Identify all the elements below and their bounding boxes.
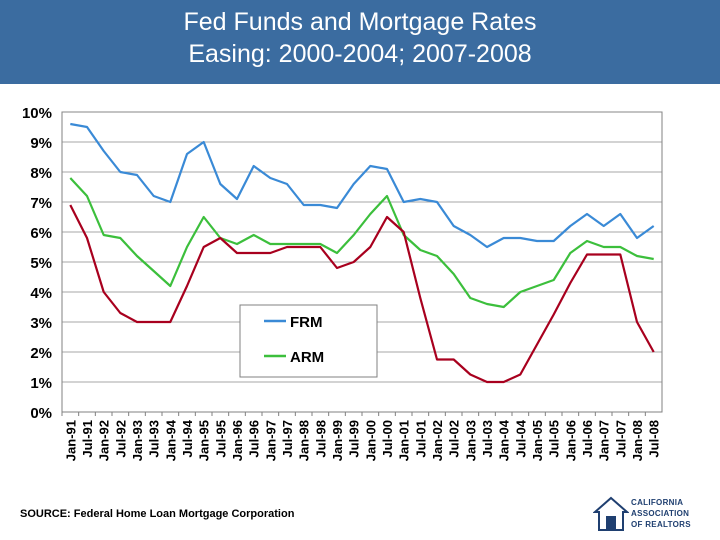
y-tick-label: 2%: [30, 345, 52, 362]
y-tick-label: 3%: [30, 315, 52, 332]
x-tick-label: Jan-92: [97, 420, 112, 461]
x-tick-label: Jul-05: [547, 420, 562, 458]
title-bar: Fed Funds and Mortgage Rates Easing: 200…: [0, 0, 720, 84]
x-tick-label: Jan-08: [630, 420, 645, 461]
x-tick-label: Jan-91: [63, 420, 78, 461]
y-tick-label: 4%: [30, 285, 52, 302]
x-tick-label: Jan-98: [297, 420, 312, 461]
x-tick-label: Jan-99: [330, 420, 345, 461]
x-tick-label: Jul-07: [613, 420, 628, 458]
logo-line3: OF REALTORS: [631, 520, 691, 529]
x-tick-label: Jan-97: [263, 420, 278, 461]
y-tick-label: 7%: [30, 195, 52, 212]
y-tick-label: 0%: [30, 405, 52, 422]
x-tick-label: Jan-05: [530, 420, 545, 461]
x-tick-label: Jul-98: [313, 420, 328, 458]
legend-label-frm: FRM: [290, 314, 323, 331]
legend-label-arm: ARM: [290, 349, 324, 366]
logo-line1: CALIFORNIA: [631, 498, 684, 507]
x-tick-label: Jan-07: [597, 420, 612, 461]
x-tick-label: Jan-06: [563, 420, 578, 461]
y-tick-label: 1%: [30, 375, 52, 392]
x-tick-label: Jul-04: [513, 419, 528, 457]
chart-title-line1: Fed Funds and Mortgage Rates: [183, 8, 537, 36]
x-tick-label: Jul-97: [280, 420, 295, 458]
x-tick-label: Jan-04: [497, 419, 512, 461]
x-tick-label: Jan-03: [463, 420, 478, 461]
y-tick-label: 6%: [30, 225, 52, 242]
x-tick-label: Jul-02: [447, 420, 462, 458]
series-line-arm: [69, 177, 654, 309]
x-tick-label: Jul-06: [580, 420, 595, 458]
x-tick-label: Jan-02: [430, 420, 445, 461]
legend-box: [239, 304, 378, 378]
x-tick-label: Jul-95: [213, 420, 228, 458]
x-tick-label: Jul-99: [347, 420, 362, 458]
series-line-fed-funds: [69, 204, 655, 384]
x-tick-label: Jan-01: [397, 420, 412, 461]
x-tick-label: Jan-95: [197, 420, 212, 461]
series-line-frm: [70, 122, 655, 249]
house-logo-icon: [592, 496, 630, 531]
y-tick-label: 5%: [30, 255, 52, 272]
y-tick-label: 8%: [30, 165, 52, 182]
x-tick-label: Jan-93: [130, 420, 145, 461]
chart-area: 0%1%2%3%4%5%6%7%8%9%10%Jan-91 Jul-91 Jan-9…: [22, 105, 663, 461]
x-tick-label: Jan-94: [163, 419, 178, 461]
y-tick-label: 9%: [30, 135, 52, 152]
logo-line2: ASSOCIATION: [631, 509, 690, 518]
x-tick-label: Jul-92: [113, 420, 128, 458]
x-tick-label: Jul-08: [647, 420, 662, 458]
x-tick-label: Jul-96: [247, 420, 262, 458]
chart-title-line2: Easing: 2000-2004; 2007-2008: [188, 40, 532, 68]
x-tick-label: Jan-96: [230, 420, 245, 461]
x-tick-label: Jul-93: [147, 420, 162, 458]
x-tick-label: Jul-00: [380, 420, 395, 458]
x-tick-label: Jul-03: [480, 420, 495, 458]
y-tick-label: 10%: [22, 105, 52, 122]
car-logo: CALIFORNIA ASSOCIATION OF REALTORS: [592, 494, 713, 534]
x-tick-label: Jul-91: [80, 420, 95, 458]
x-tick-label: Jul-01: [413, 420, 428, 458]
x-tick-label: Jan-00: [363, 420, 378, 461]
source-note: SOURCE: Federal Home Loan Mortgage Corpo…: [20, 508, 295, 520]
x-tick-label: Jul-94: [180, 419, 195, 457]
